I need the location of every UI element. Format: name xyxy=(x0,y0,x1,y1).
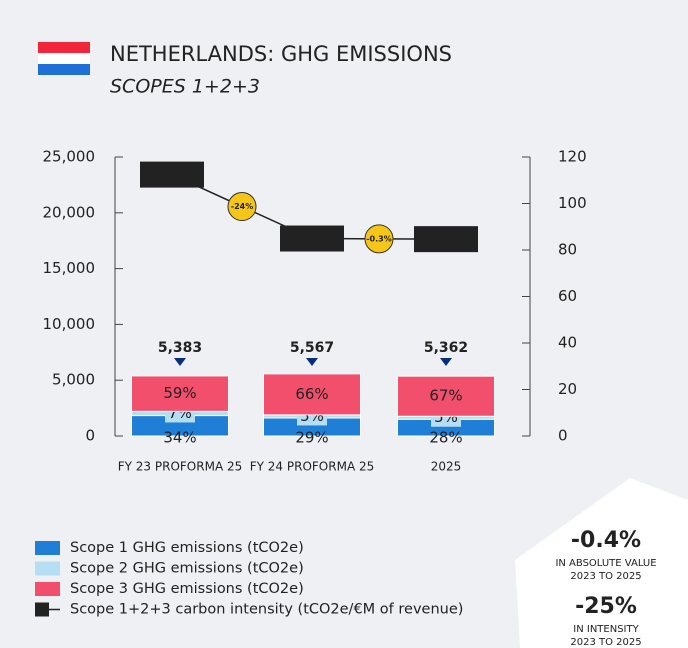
legend-swatch xyxy=(35,582,60,596)
intensity-label: 112.43 xyxy=(143,165,201,183)
flag-white xyxy=(38,53,90,64)
legend-label: Scope 1 GHG emissions (tCO2e) xyxy=(70,540,304,556)
legend-swatch xyxy=(35,561,60,576)
y2-tick-label: 60 xyxy=(558,287,577,305)
legend-label: Scope 1+2+3 carbon intensity (tCO2e/€M o… xyxy=(70,602,463,618)
data-label: 59% xyxy=(163,384,196,402)
data-label: 66% xyxy=(295,385,328,403)
y-tick-label: 25,000 xyxy=(43,148,96,166)
bar-segment xyxy=(131,375,229,412)
intensity-box xyxy=(280,225,344,252)
total-marker xyxy=(306,358,318,366)
flag-red xyxy=(38,42,90,53)
kpi-line2: 2023 TO 2025 xyxy=(570,571,641,582)
legend-swatch xyxy=(35,602,49,617)
total-marker xyxy=(174,358,186,366)
y2-tick-label: 20 xyxy=(558,380,577,398)
intensity-box xyxy=(140,161,204,188)
y2-tick-label: 120 xyxy=(558,148,587,166)
data-label: 29% xyxy=(295,429,328,447)
legend-swatch xyxy=(35,541,60,555)
total-label: 5,383 xyxy=(158,340,202,356)
flag-blue xyxy=(38,64,90,75)
y2-tick-label: 80 xyxy=(558,241,577,259)
change-label: -24% xyxy=(231,202,253,211)
x-tick-label: 2025 xyxy=(431,460,462,474)
y2-tick-label: 40 xyxy=(558,334,577,352)
y2-tick-label: 0 xyxy=(558,427,568,445)
kpi-panel xyxy=(515,478,688,648)
legend-label: Scope 3 GHG emissions (tCO2e) xyxy=(70,581,304,597)
data-label: 34% xyxy=(163,429,196,447)
chart-subtitle: SCOPES 1+2+3 xyxy=(110,76,260,98)
intensity-label: 84.94 xyxy=(288,229,335,247)
y-tick-label: 15,000 xyxy=(43,259,96,277)
chart-title: NETHERLANDS: GHG EMISSIONS xyxy=(110,42,452,66)
data-label: 67% xyxy=(429,387,462,405)
kpi-value: -0.4% xyxy=(571,528,641,553)
x-tick-label: FY 24 PROFORMA 25 xyxy=(250,460,374,474)
y-tick-label: 10,000 xyxy=(43,315,96,333)
bar-segment xyxy=(263,373,361,416)
change-badge xyxy=(227,192,257,222)
kpi-line1: IN INTENSITY xyxy=(573,624,639,635)
y-tick-label: 0 xyxy=(85,427,95,445)
intensity-label: 84.67 xyxy=(422,230,469,248)
bar-segment xyxy=(397,375,495,417)
total-label: 5,362 xyxy=(424,340,468,356)
change-badge xyxy=(364,224,394,254)
kpi-value: -25% xyxy=(575,594,637,619)
intensity-box xyxy=(414,226,478,253)
kpi-line1: IN ABSOLUTE VALUE xyxy=(555,558,656,569)
data-label: 28% xyxy=(429,429,462,447)
change-label: -0.3% xyxy=(366,234,392,243)
y-tick-label: 5,000 xyxy=(52,371,95,389)
total-marker xyxy=(440,358,452,366)
kpi-line2: 2023 TO 2025 xyxy=(570,637,641,648)
x-tick-label: FY 23 PROFORMA 25 xyxy=(118,460,242,474)
legend-label: Scope 2 GHG emissions (tCO2e) xyxy=(70,561,304,577)
y-tick-label: 20,000 xyxy=(43,203,96,221)
y2-tick-label: 100 xyxy=(558,194,587,212)
total-label: 5,567 xyxy=(290,340,334,356)
